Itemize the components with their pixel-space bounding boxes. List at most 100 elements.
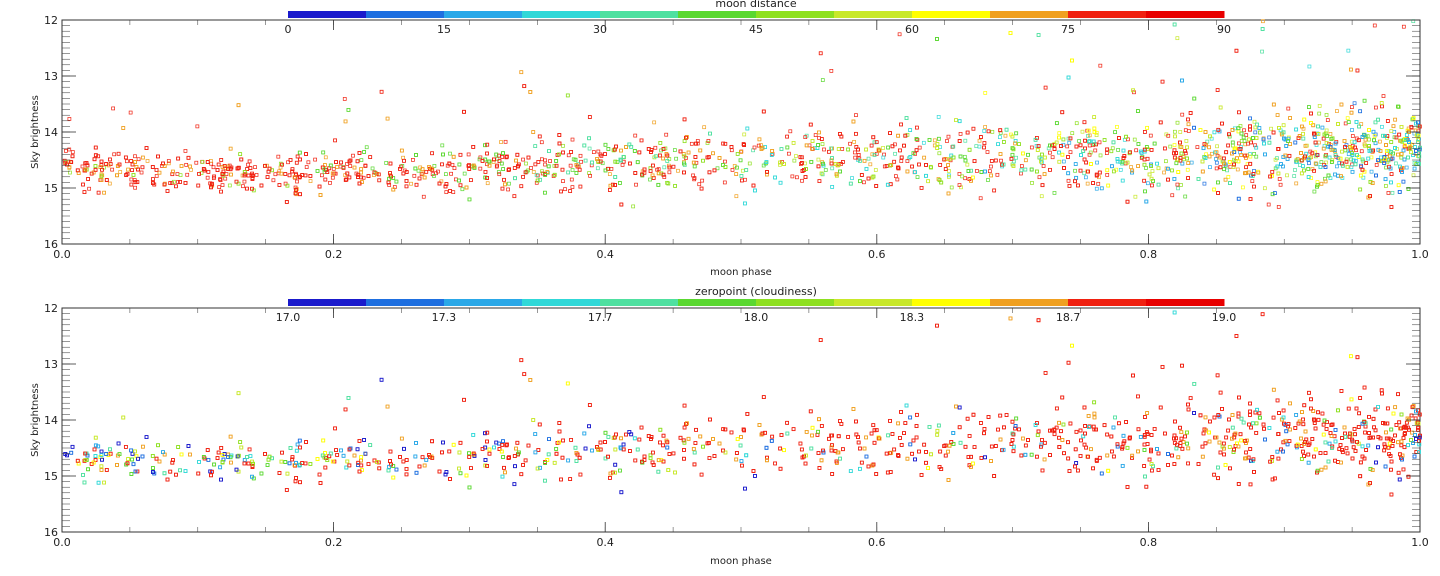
scatter-point: [99, 453, 104, 457]
scatter-point: [1216, 127, 1221, 132]
scatter-point: [1239, 416, 1244, 421]
scatter-point: [1414, 149, 1418, 153]
scatter-point: [1247, 137, 1251, 142]
scatter-point: [1310, 151, 1315, 156]
scatter-point: [1001, 162, 1006, 167]
scatter-point: [898, 436, 902, 440]
scatter-point: [1166, 166, 1170, 171]
scatter-point: [957, 119, 962, 124]
scatter-point: [1021, 436, 1025, 441]
scatter-point: [552, 164, 557, 168]
scatter-point: [168, 469, 173, 474]
scatter-point: [671, 451, 676, 456]
scatter-point: [116, 151, 121, 156]
scatter-point: [1327, 155, 1332, 160]
scatter-point: [1120, 159, 1125, 164]
scatter-point: [188, 164, 192, 169]
scatter-point: [1052, 142, 1057, 147]
scatter-point: [1180, 78, 1184, 83]
scatter-point: [129, 448, 134, 453]
scatter-point: [712, 454, 717, 458]
scatter-point: [574, 459, 579, 463]
scatter-point: [1236, 129, 1241, 134]
scatter-point: [1089, 447, 1093, 452]
scatter-point: [458, 152, 463, 157]
scatter-point: [379, 89, 384, 94]
scatter-point: [1057, 159, 1062, 164]
scatter-point: [1277, 411, 1281, 415]
scatter-point: [899, 122, 903, 127]
scatter-point: [936, 423, 941, 428]
scatter-point: [1083, 138, 1087, 143]
scatter-point: [1198, 128, 1203, 132]
scatter-point: [1367, 149, 1372, 153]
scatter-point: [924, 163, 928, 167]
scatter-point: [343, 407, 348, 412]
scatter-point: [609, 167, 614, 171]
scatter-point: [1284, 429, 1289, 434]
scatter-point: [236, 391, 241, 396]
scatter-point: [587, 115, 592, 119]
scatter-point: [1343, 145, 1347, 149]
scatter-point: [908, 155, 913, 159]
scatter-point: [569, 149, 574, 154]
scatter-point: [1358, 187, 1363, 192]
scatter-point: [557, 141, 562, 146]
scatter-point: [218, 177, 223, 182]
scatter-point: [1244, 165, 1248, 170]
scatter-point: [1121, 433, 1126, 438]
scatter-point: [448, 151, 452, 156]
scatter-point: [574, 171, 579, 175]
scatter-point: [1379, 101, 1384, 105]
scatter-point: [982, 145, 986, 150]
scatter-point: [1082, 442, 1087, 447]
scatter-point: [107, 181, 112, 186]
scatter-point: [1066, 456, 1071, 461]
scatter-point: [129, 472, 134, 476]
scatter-point: [93, 454, 98, 458]
scatter-point: [1120, 178, 1125, 183]
scatter-point: [1401, 179, 1406, 184]
scatter-point: [242, 461, 247, 466]
scatter-point: [1384, 184, 1388, 188]
scatter-point: [1390, 156, 1395, 161]
scatter-point: [1239, 145, 1243, 149]
scatter-point: [1350, 134, 1355, 138]
scatter-point: [334, 160, 338, 164]
scatter-point: [220, 172, 225, 176]
scatter-point: [1404, 133, 1409, 137]
scatter-point: [1343, 148, 1348, 153]
scatter-point: [1321, 136, 1326, 141]
scatter-point: [1303, 429, 1308, 434]
scatter-point: [890, 144, 895, 149]
scatter-point: [872, 428, 877, 433]
scatter-point: [773, 461, 777, 466]
colorbar-segment: [834, 11, 913, 18]
scatter-point: [1216, 180, 1220, 185]
colorbar-moon-distance: 0 15 30 45 60 75 90: [285, 11, 1231, 36]
scatter-point: [1312, 454, 1316, 459]
scatter-point: [983, 91, 988, 95]
scatter-point: [1092, 415, 1097, 420]
scatter-point: [872, 152, 877, 157]
scatter-point: [1142, 162, 1147, 167]
scatter-point: [1105, 432, 1110, 437]
scatter-point: [946, 191, 951, 196]
scatter-point: [1226, 143, 1231, 148]
scatter-point: [1268, 174, 1273, 179]
scatter-point: [503, 182, 507, 187]
colorbar-segment: [444, 11, 523, 18]
scatter-point: [583, 446, 588, 451]
scatter-point: [543, 173, 547, 177]
scatter-point: [1008, 31, 1013, 35]
scatter-point: [506, 187, 510, 192]
scatter-point: [150, 165, 155, 169]
scatter-point: [1052, 191, 1057, 195]
scatter-point: [86, 177, 90, 181]
scatter-point: [1275, 113, 1280, 117]
scatter-point: [665, 159, 670, 163]
scatter-point: [1010, 134, 1015, 139]
scatter-point: [389, 174, 393, 179]
scatter-point: [500, 474, 505, 479]
scatter-point: [866, 156, 871, 161]
